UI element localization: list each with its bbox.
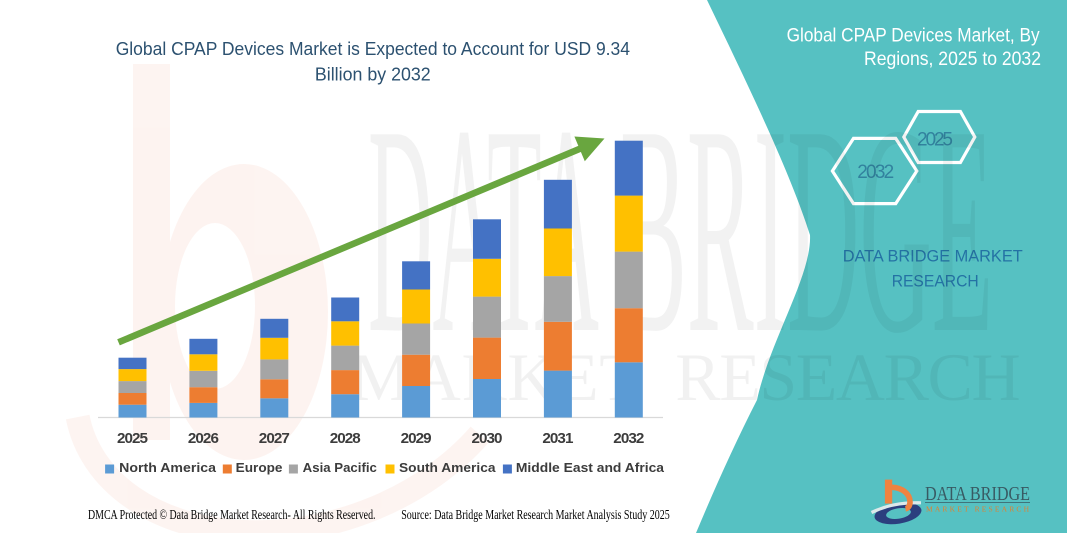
svg-text:RESEARCH: RESEARCH bbox=[892, 271, 979, 290]
svg-text:North America: North America bbox=[119, 460, 217, 475]
svg-text:DATA BRIDGE: DATA BRIDGE bbox=[925, 483, 1030, 505]
svg-text:2029: 2029 bbox=[401, 430, 432, 447]
svg-text:RESEARCH: RESEARCH bbox=[675, 339, 1020, 415]
svg-text:2030: 2030 bbox=[472, 430, 503, 447]
svg-text:BRIDGE: BRIDGE bbox=[620, 64, 993, 395]
svg-text:2025: 2025 bbox=[917, 129, 953, 150]
svg-text:2032: 2032 bbox=[857, 162, 894, 183]
svg-text:MARKET RESEARCH: MARKET RESEARCH bbox=[926, 505, 1030, 514]
svg-text:DATA BRIDGE MARKET: DATA BRIDGE MARKET bbox=[843, 246, 1023, 265]
svg-text:Middle East and Africa: Middle East and Africa bbox=[516, 460, 665, 475]
svg-text:Regions, 2025 to 2032: Regions, 2025 to 2032 bbox=[864, 48, 1041, 70]
svg-text:Billion by 2032: Billion by 2032 bbox=[315, 64, 431, 85]
svg-text:2025: 2025 bbox=[117, 430, 149, 447]
svg-text:Global CPAP Devices Market, By: Global CPAP Devices Market, By bbox=[787, 24, 1040, 46]
svg-text:2028: 2028 bbox=[330, 430, 361, 447]
svg-text:Source: Data Bridge Market Res: Source: Data Bridge Market Research Mark… bbox=[401, 508, 670, 523]
svg-text:2031: 2031 bbox=[542, 430, 574, 447]
svg-text:Europe: Europe bbox=[236, 460, 283, 475]
svg-text:2026: 2026 bbox=[188, 430, 219, 447]
svg-text:2027: 2027 bbox=[259, 430, 290, 447]
svg-text:Asia Pacific: Asia Pacific bbox=[303, 460, 377, 475]
svg-text:2032: 2032 bbox=[613, 430, 644, 447]
svg-text:Global CPAP Devices Market is: Global CPAP Devices Market is Expected t… bbox=[116, 38, 630, 59]
svg-text:South America: South America bbox=[399, 460, 496, 475]
svg-text:DMCA Protected © Data Bridge M: DMCA Protected © Data Bridge Market Rese… bbox=[88, 508, 376, 523]
